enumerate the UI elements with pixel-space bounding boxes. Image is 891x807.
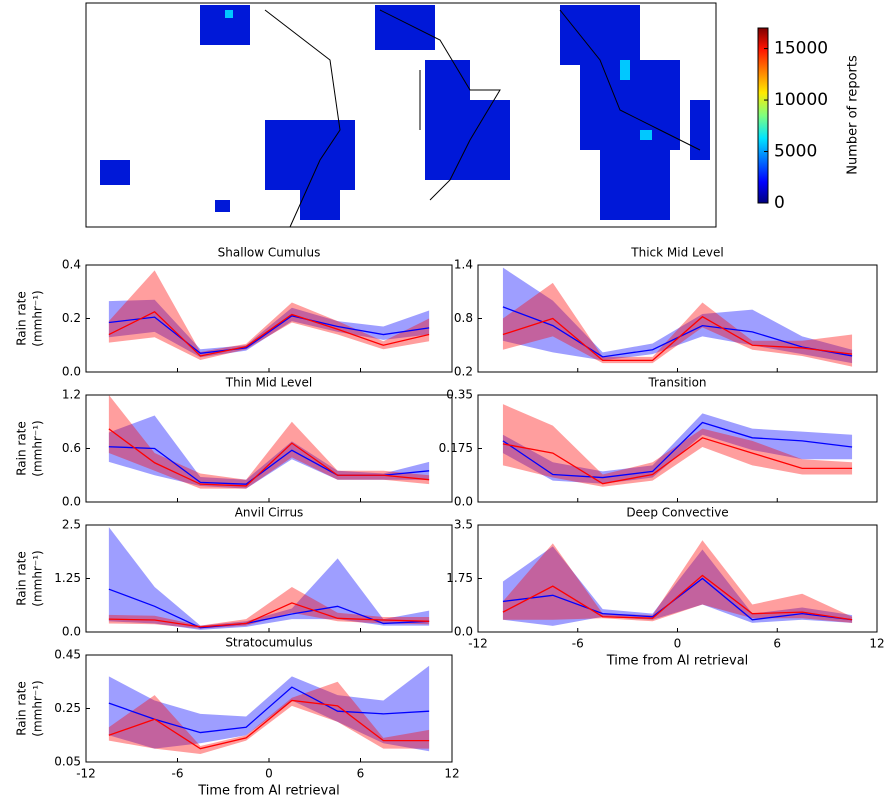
line (108, 311, 430, 357)
chart-title: Transition (647, 376, 706, 390)
chart-title: Thick Mid Level (630, 246, 723, 260)
band (108, 415, 430, 489)
band (502, 413, 853, 484)
band (502, 546, 853, 626)
line (108, 588, 430, 629)
y-axis-label: Rain rate (15, 551, 29, 606)
line (108, 699, 430, 750)
line (502, 421, 853, 479)
line (502, 306, 853, 358)
y-tick-label: 0.25 (54, 701, 81, 715)
y-axis-label: Rain rate (15, 421, 29, 476)
y-tick-label: 0.0 (62, 495, 81, 509)
x-tick-label: -6 (172, 767, 184, 781)
y-axis-label: (mmhr⁻¹) (31, 290, 45, 346)
x-tick-label: 0 (674, 637, 682, 651)
y-tick-label: 2.5 (62, 518, 81, 532)
x-tick-label: -6 (572, 637, 584, 651)
colorbar-label: Number of reports (846, 55, 861, 175)
y-tick-label: 0.175 (439, 441, 473, 455)
chart-title: Deep Convective (626, 506, 728, 520)
colorbar-tick-label: 15000 (774, 39, 828, 59)
band (502, 540, 853, 623)
line (108, 602, 430, 628)
band (502, 267, 853, 364)
band (108, 270, 430, 360)
line (108, 428, 430, 487)
y-tick-label: 1.2 (62, 388, 81, 402)
colorbar-tick-label: 0 (774, 193, 785, 213)
band (502, 404, 853, 487)
band (502, 282, 853, 367)
x-axis-label: Time from AI retrieval (197, 784, 340, 799)
y-tick-label: 0.05 (54, 755, 81, 769)
y-tick-label: 0.2 (62, 311, 81, 325)
x-tick-label: -12 (76, 767, 96, 781)
band (108, 527, 430, 630)
colorbar-tick-label: 10000 (774, 90, 828, 110)
x-axis-label: Time from AI retrieval (606, 654, 749, 669)
y-axis-label: Rain rate (15, 291, 29, 346)
y-tick-label: 0.35 (446, 388, 473, 402)
y-tick-label: 0.4 (62, 258, 81, 272)
chart-title: Anvil Cirrus (235, 506, 304, 520)
chart-title: Stratocumulus (225, 636, 312, 650)
y-tick-label: 3.5 (454, 518, 473, 532)
x-tick-label: 12 (444, 767, 459, 781)
y-tick-label: 0.45 (54, 648, 81, 662)
y-tick-label: 0.0 (454, 625, 473, 639)
colorbar: 0 5000 10000 15000 Number of reports (757, 27, 861, 213)
y-axis-label: (mmhr⁻¹) (31, 550, 45, 606)
band (108, 299, 430, 358)
y-tick-label: 0.6 (62, 441, 81, 455)
line (502, 574, 853, 621)
band (108, 395, 430, 489)
line (502, 437, 853, 485)
line (108, 686, 430, 734)
x-tick-label: 6 (773, 637, 781, 651)
map (85, 2, 717, 228)
y-tick-label: 1.75 (446, 571, 473, 585)
y-tick-label: 0.0 (454, 495, 473, 509)
y-axis-label: Rain rate (15, 681, 29, 736)
band (108, 681, 430, 754)
line (502, 315, 853, 362)
chart-title: Shallow Cumulus (218, 246, 321, 260)
y-tick-label: 0.2 (454, 365, 473, 379)
y-axis-label: (mmhr⁻¹) (31, 420, 45, 476)
chart-title: Thin Mid Level (225, 376, 312, 390)
line (108, 315, 430, 354)
y-axis-label: (mmhr⁻¹) (31, 680, 45, 736)
x-tick-label: 6 (357, 767, 365, 781)
y-tick-label: 1.4 (454, 258, 473, 272)
y-tick-label: 0.8 (454, 311, 473, 325)
y-tick-label: 0.0 (62, 625, 81, 639)
x-tick-label: -12 (468, 637, 488, 651)
y-tick-label: 1.25 (54, 571, 81, 585)
y-tick-label: 0.0 (62, 365, 81, 379)
x-tick-label: 0 (265, 767, 273, 781)
colorbar-tick-label: 5000 (774, 142, 817, 162)
x-tick-label: 12 (869, 637, 884, 651)
